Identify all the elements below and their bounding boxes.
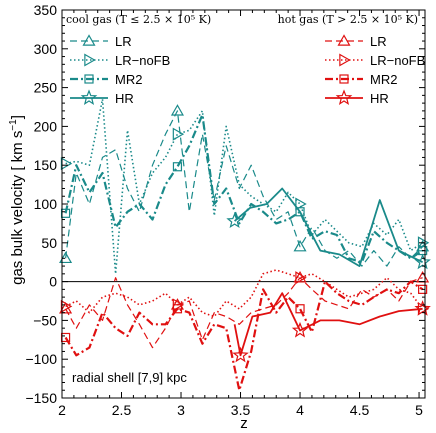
legend-marker [80, 89, 98, 106]
y-tick-label: 200 [34, 118, 58, 134]
series-line [65, 98, 424, 275]
data-point-marker [295, 197, 307, 211]
data-point-marker [417, 236, 430, 250]
y-tick-label: 150 [34, 157, 58, 173]
data-point-marker [295, 271, 307, 285]
legend-item-hot-3: HR [325, 89, 389, 106]
legend-item-hot-1: LR−noFB [325, 53, 425, 68]
data-point-marker [232, 346, 249, 363]
legend-label: MR2 [115, 72, 142, 87]
data-point-marker [418, 284, 428, 294]
series-hot-7 [232, 292, 431, 363]
series-line [64, 113, 424, 264]
series-cool-3 [226, 187, 431, 270]
data-point-marker [172, 162, 183, 172]
series-line [65, 277, 423, 349]
legend-marker [339, 53, 351, 67]
data-point-marker [172, 304, 183, 314]
y-axis-label-sup: −1 [8, 119, 19, 131]
x-axis-label: z [240, 415, 248, 432]
data-point-marker [172, 127, 185, 141]
data-point-marker [295, 207, 305, 217]
x-tick-label: 3.5 [231, 402, 251, 418]
series-layer [59, 98, 431, 392]
y-tick-label: 100 [34, 196, 58, 212]
shell-annotation: radial shell [7,9] kpc [72, 370, 187, 385]
series-cool-1 [60, 98, 430, 275]
legend-hot-title: hot gas (T > 2.5 × 10⁵ K) [278, 13, 418, 26]
series-line [65, 269, 424, 318]
legend-marker [84, 74, 94, 84]
legend-marker [337, 34, 351, 46]
data-point-marker [60, 157, 73, 171]
y-axis-label-end: ] [9, 115, 26, 119]
legend-label: LR [370, 34, 387, 49]
legend-marker [335, 89, 353, 106]
y-tick-label: 300 [34, 41, 58, 57]
x-tick-label: 2.5 [112, 402, 132, 418]
legend-label: MR2 [370, 72, 397, 87]
legend-item-cool-2: MR2 [70, 72, 142, 87]
y-tick-label: 50 [41, 235, 57, 251]
legend-label: LR−noFB [370, 53, 425, 68]
data-point-marker [414, 300, 431, 316]
legend-item-cool-1: LR−noFB [70, 53, 170, 68]
y-tick-label: −150 [25, 390, 57, 406]
data-point-marker [295, 304, 305, 314]
data-point-marker [291, 321, 309, 338]
x-tick-label: 2 [58, 402, 66, 418]
y-tick-label: −100 [25, 351, 57, 367]
series-hot-5 [60, 269, 430, 318]
y-axis-label-main: gas bulk velocity [ km s [9, 131, 26, 285]
x-tick-label: 4 [296, 402, 304, 418]
series-line [65, 110, 424, 267]
legend-cool-title: cool gas (T ≤ 2.5 × 10⁵ K) [66, 13, 211, 26]
x-tick-label: 5 [415, 402, 423, 418]
y-tick-label: −50 [33, 312, 57, 328]
legend-item-cool-0: LR [70, 34, 132, 49]
legend-marker [82, 34, 96, 46]
series-line [64, 280, 424, 392]
legend-marker [339, 74, 349, 84]
data-point-marker [226, 212, 243, 229]
series-cool-2 [60, 113, 428, 264]
legend-item-hot-2: MR2 [325, 72, 397, 87]
series-line [233, 292, 423, 357]
axes-layer: 2 2.5 3 3.5 4 4.5 5 −150 −100 −50 0 50 100 150 200 250 3… [25, 2, 426, 418]
series-hot-4 [59, 271, 430, 349]
legend-item-cool-3: HR [70, 89, 134, 106]
legend-label: HR [370, 91, 389, 106]
legend-label: LR [115, 34, 132, 49]
series-line [234, 187, 423, 267]
data-point-marker [60, 299, 73, 313]
data-point-marker [414, 253, 431, 270]
x-tick-label: 4.5 [350, 402, 370, 418]
series-hot-6 [60, 280, 428, 392]
legend-item-hot-0: LR [325, 34, 387, 49]
plot-frame [61, 9, 426, 399]
legend-marker [84, 53, 96, 67]
y-tick-label: 250 [34, 80, 58, 96]
y-axis-label: gas bulk velocity [ km s−1] [8, 115, 26, 285]
data-point-marker [59, 251, 73, 264]
data-point-marker [170, 104, 184, 116]
legend: LR LR−noFB MR2 HR LR LR−noFB MR2 HR [70, 34, 425, 106]
y-tick-label: 0 [49, 274, 57, 290]
series-cool-0 [59, 104, 430, 267]
y-tick-label: 350 [34, 2, 58, 18]
data-point-marker [293, 239, 307, 252]
legend-label: HR [115, 91, 134, 106]
legend-label: LR−noFB [115, 53, 170, 68]
x-tick-label: 3 [177, 402, 185, 418]
